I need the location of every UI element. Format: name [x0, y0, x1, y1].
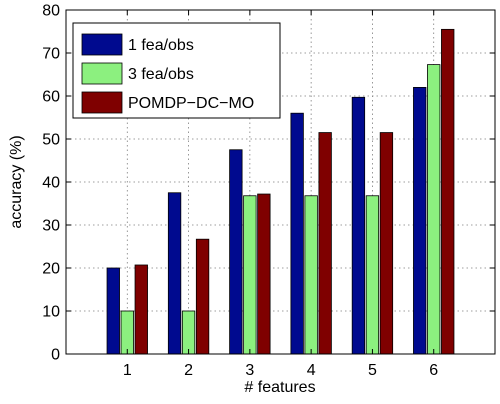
legend-swatch [81, 62, 123, 85]
bar-series-1 [290, 112, 304, 355]
y-tick-label: 10 [42, 304, 60, 321]
bar-series-2 [120, 310, 134, 355]
x-tick-label: 1 [123, 362, 132, 379]
bar-series-3 [379, 132, 394, 355]
bar-series-3 [441, 28, 455, 355]
y-tick-label: 60 [42, 89, 60, 106]
x-tick-label: 6 [429, 362, 438, 379]
legend-label: 1 fea/obs [128, 37, 194, 54]
bar-series-1 [413, 87, 427, 355]
x-axis-label: # features [244, 379, 315, 396]
bar-series-2 [304, 195, 318, 355]
bar-series-3 [195, 238, 210, 355]
legend-swatch [81, 91, 123, 114]
y-tick-label: 80 [42, 3, 60, 20]
y-tick-label: 0 [51, 347, 60, 364]
bar-series-3 [257, 193, 271, 355]
y-tick-label: 20 [42, 261, 60, 278]
bar-series-1 [167, 192, 182, 355]
tick-marks [66, 9, 495, 355]
x-tick-labels: 1 2 3 4 5 6 [123, 362, 438, 379]
bar-series-2 [243, 195, 257, 355]
legend-swatch [81, 33, 123, 56]
bar-series-1 [351, 96, 366, 355]
bar-series-2 [181, 310, 196, 355]
y-tick-labels: 0 10 20 30 40 50 60 70 80 [42, 3, 60, 364]
x-tick-label: 3 [245, 362, 254, 379]
bar-series-1 [106, 267, 120, 355]
legend-label: POMDP−DC−MO [128, 95, 254, 112]
bar-series-1 [229, 149, 243, 355]
legend: 1 fea/obs 3 fea/obs POMDP−DC−MO [72, 22, 281, 119]
y-tick-label: 70 [42, 46, 60, 63]
y-axis-label: accuracy (%) [8, 135, 25, 228]
x-tick-label: 4 [307, 362, 316, 379]
y-tick-label: 40 [42, 175, 60, 192]
x-tick-label: 5 [368, 362, 377, 379]
bar-series-2 [365, 195, 380, 355]
legend-label: 3 fea/obs [128, 66, 194, 83]
bar-series-3 [318, 132, 332, 355]
y-tick-label: 50 [42, 132, 60, 149]
bar-series-2 [427, 64, 441, 355]
y-tick-label: 30 [42, 218, 60, 235]
x-tick-label: 2 [184, 362, 193, 379]
bar-series-3 [134, 264, 148, 355]
